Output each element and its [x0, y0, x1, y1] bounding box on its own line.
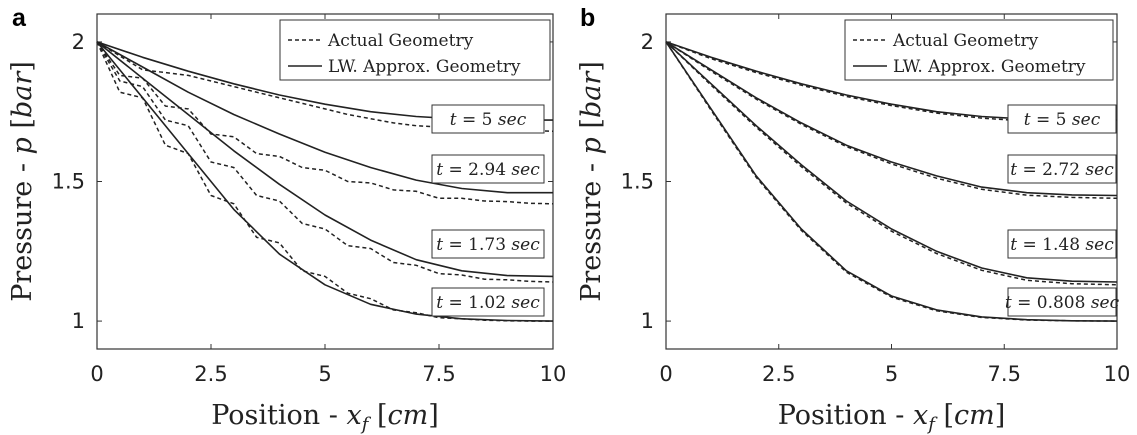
legend-box: [844, 19, 1114, 81]
series-group: [665, 41, 1118, 286]
x-axis-label: Position - xf [cm]: [211, 400, 439, 435]
panel-letter: a: [12, 4, 27, 32]
time-annotation-box: [431, 104, 545, 134]
x-tick-label: 10: [1104, 362, 1131, 386]
x-tick-label: 0: [659, 362, 672, 386]
x-tick-label: 5: [318, 362, 331, 386]
time-annotation: t = 0.808 sec: [1005, 287, 1120, 317]
time-annotation-box: [1007, 104, 1117, 134]
time-annotation: t = 1.48 sec: [1007, 229, 1117, 259]
legend-box: [279, 19, 551, 81]
chart-panel-a: a 0 2.5 5 7.5 10 1 1.5 2 Position - xf [cm] Pressu…: [7, 4, 566, 435]
time-annotation: t = 5 sec: [431, 104, 545, 134]
solid-series-line: [665, 41, 1118, 197]
y-tick-label: 1.5: [52, 170, 85, 194]
time-annotation-label: t = 0.808 sec: [1005, 293, 1120, 313]
time-annotation-box: [1007, 229, 1117, 259]
time-annotation-label: t = 1.02 sec: [436, 293, 540, 313]
y-tick-label: 1: [641, 309, 654, 333]
panel-letter: b: [580, 4, 595, 32]
x-tick-label: 2.5: [194, 362, 227, 386]
time-annotation-label: t = 2.72 sec: [1010, 160, 1114, 180]
x-tick-label: 10: [540, 362, 567, 386]
y-tick-label: 1.5: [621, 170, 654, 194]
time-annotation: t = 1.02 sec: [431, 287, 545, 317]
y-tick-label: 2: [641, 30, 654, 54]
time-annotation-box: [431, 229, 545, 259]
time-annotation-box: [1007, 287, 1117, 317]
legend-entry-label: Actual Geometry: [327, 31, 474, 51]
time-annotation-box: [431, 287, 545, 317]
legend-entry-label: LW. Approx. Geometry: [893, 57, 1086, 77]
solid-series-line: [96, 41, 554, 322]
x-tick-label: 2.5: [762, 362, 795, 386]
x-tick-label: 5: [885, 362, 898, 386]
legend: Actual Geometry LW. Approx. Geometry: [844, 19, 1114, 81]
dashed-series-line: [96, 41, 554, 205]
time-annotation-box: [1007, 154, 1117, 184]
series-group: [665, 41, 1118, 322]
legend-entry-label: Actual Geometry: [892, 31, 1039, 51]
chart-panel-b: b 0 2.5 5 7.5 10 1 1.5 2 Position - xf [cm] Pressu…: [576, 4, 1130, 435]
solid-series-line: [96, 41, 553, 194]
solid-series-line: [96, 41, 554, 278]
time-annotation-label: t = 5 sec: [450, 110, 527, 130]
series-group: [96, 41, 554, 322]
x-tick-label: 7.5: [422, 362, 455, 386]
y-axis-label: Pressure - p [bar]: [7, 61, 38, 302]
x-tick-label: 7.5: [988, 362, 1021, 386]
series-group: [96, 41, 554, 283]
time-annotation: t = 2.94 sec: [431, 154, 545, 184]
legend: Actual Geometry LW. Approx. Geometry: [279, 19, 551, 81]
x-tick-label: 0: [90, 362, 103, 386]
solid-series-line: [665, 41, 1118, 322]
dashed-series-line: [96, 41, 554, 283]
time-annotation-label: t = 1.48 sec: [1010, 235, 1114, 255]
solid-series-line: [665, 41, 1118, 283]
time-annotation-box: [431, 154, 545, 184]
y-tick-label: 2: [72, 30, 85, 54]
series-group: [665, 41, 1118, 200]
x-axis-label: Position - xf [cm]: [778, 400, 1006, 435]
y-tick-label: 1: [72, 309, 85, 333]
time-annotation-label: t = 1.73 sec: [436, 235, 540, 255]
time-annotation: t = 1.73 sec: [431, 229, 545, 259]
y-axis-label: Pressure - p [bar]: [576, 61, 607, 302]
legend-entry-label: LW. Approx. Geometry: [328, 57, 521, 77]
time-annotation: t = 5 sec: [1007, 104, 1117, 134]
time-annotation: t = 2.72 sec: [1007, 154, 1117, 184]
time-annotation-label: t = 2.94 sec: [436, 160, 540, 180]
time-annotation-label: t = 5 sec: [1024, 110, 1101, 130]
dashed-series-line: [665, 41, 1118, 286]
series-group: [96, 41, 554, 205]
